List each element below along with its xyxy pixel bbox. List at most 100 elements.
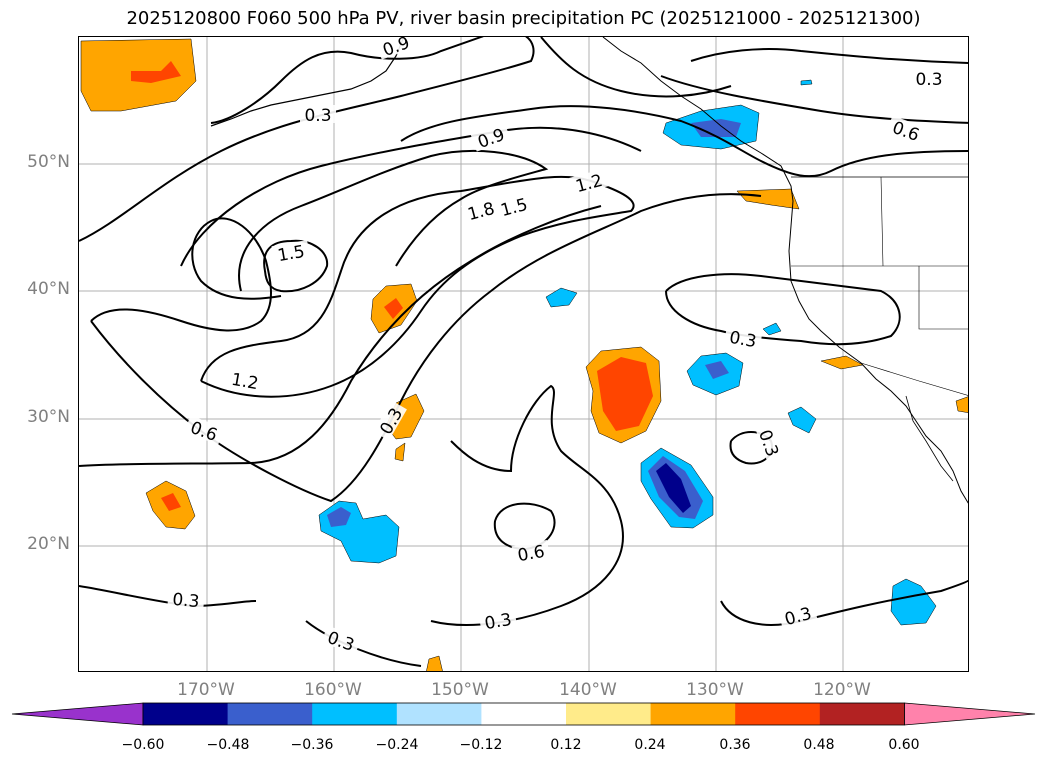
- alaska-panhandle: [602, 37, 968, 504]
- contour-label-bg: [723, 326, 763, 351]
- contour-label: 1.2: [574, 171, 605, 197]
- contour-label-bg: [375, 37, 416, 60]
- contour-label-bg: [271, 240, 311, 265]
- precip-patch-41n-140w: [545, 287, 578, 308]
- lat-label-50n: 50°N: [27, 152, 70, 172]
- pv-contour-line: [660, 75, 968, 124]
- lat-label-40n: 40°N: [27, 279, 70, 299]
- pv-contour-line: [720, 579, 968, 626]
- colorbar-extend-low: [11, 702, 144, 726]
- precip-shading: [80, 38, 968, 671]
- contour-label: 1.2: [230, 370, 260, 394]
- contour-label-bg: [778, 601, 818, 629]
- contour-label-bg: [300, 105, 336, 123]
- gridlines: [79, 37, 968, 671]
- pv-contour-line: [690, 48, 968, 64]
- contour-label-bg: [184, 415, 225, 445]
- colorbar-segment: [227, 703, 313, 725]
- colorbar-extend-high: [904, 702, 1036, 726]
- precip-patch-hawaii: [318, 500, 400, 564]
- colorbar-segment: [481, 703, 567, 725]
- precip-patch-26n-133w-core: [656, 463, 691, 513]
- lat-label-20n: 20°N: [27, 534, 70, 554]
- colorbar-segment: [143, 703, 229, 725]
- colorbar-tick: −0.12: [459, 737, 503, 753]
- precip-patch-40n-155w-core: [384, 298, 403, 319]
- colorbar-segment: [396, 703, 482, 725]
- colorbar-segment: [819, 703, 905, 725]
- coastlines: [210, 37, 968, 504]
- colorbar-tick: −0.60: [121, 737, 165, 753]
- lon-label-140w: 140°W: [559, 680, 617, 700]
- precip-patch-33n-115w: [955, 396, 968, 413]
- contour-label: 0.3: [483, 610, 513, 634]
- baja-california: [905, 395, 954, 482]
- colorbar-tick: −0.24: [375, 737, 419, 753]
- contour-label: 0.3: [915, 70, 942, 90]
- us-state-borders: [791, 176, 968, 396]
- contour-label: 0.6: [516, 542, 546, 566]
- precip-patch-hawaii-core: [327, 507, 351, 527]
- pv-contour-line: [263, 239, 329, 293]
- colorbar-tick: 0.12: [550, 737, 582, 753]
- precip-patch-33n-130w-core: [705, 361, 729, 379]
- precip-patch-27n-153w: [394, 442, 406, 462]
- contour-label-bg: [478, 608, 518, 633]
- contour-label: 0.3: [172, 590, 201, 612]
- pv-contour-line: [400, 105, 968, 178]
- lat-label-30n: 30°N: [27, 407, 70, 427]
- pv-contour-line: [90, 217, 282, 332]
- colorbar-segment: [735, 703, 821, 725]
- lon-label-130w: 130°W: [686, 680, 744, 700]
- pv-contour-line: [238, 149, 549, 292]
- precip-patch-29n-126w: [787, 406, 817, 434]
- colorbar-tick: 0.60: [888, 737, 920, 753]
- figure-title: 2025120800 F060 500 hPa PV, river basin …: [126, 8, 921, 29]
- contour-label: 0.9: [380, 37, 412, 61]
- contour-label-bg: [373, 400, 407, 441]
- precip-patch-55n-127w: [800, 79, 813, 86]
- pv-contour-line: [79, 37, 535, 242]
- lon-label-170w: 170°W: [177, 680, 235, 700]
- contour-label-bg: [569, 168, 609, 196]
- pv-contour-line: [305, 620, 422, 667]
- colorbar-tick: 0.36: [719, 737, 751, 753]
- precip-patch-ne-pacific-core: [131, 61, 181, 83]
- pv-contour-line: [200, 175, 635, 398]
- map-canvas: 0.30.9 0.61.8 1.51.21.51.20.60.30.30.30.60…: [79, 37, 968, 671]
- contour-label-bg: [321, 625, 362, 655]
- colorbar-tick: 0.48: [803, 737, 835, 753]
- colorbar-tick: −0.48: [206, 737, 250, 753]
- pv-contour-line: [79, 205, 602, 467]
- precip-patch-10n-149w: [426, 655, 443, 671]
- colorbar-segment: [650, 703, 736, 725]
- pv-contour-line: [665, 273, 901, 346]
- contour-label-bg: [886, 115, 927, 145]
- contour-label-bg: [225, 368, 265, 393]
- colorbar-border: [142, 702, 905, 726]
- aleutian-chain: [210, 38, 404, 127]
- pv-contour-line: [540, 37, 732, 98]
- precip-patch-16n-115w: [890, 578, 937, 626]
- precip-patch-35n-137w-core: [597, 357, 653, 431]
- contour-label-bg: [755, 422, 785, 463]
- colorbar-tick: 0.24: [634, 737, 666, 753]
- precip-patch-23n-172w-core: [161, 493, 181, 511]
- colorbar-segment: [312, 703, 398, 725]
- pv-contour-line: [430, 384, 624, 626]
- pv-contour-line: [180, 126, 642, 267]
- contour-label: 0.3: [728, 328, 758, 352]
- contour-label: 0.3: [304, 106, 331, 126]
- precip-patch-oregon: [736, 188, 800, 210]
- precip-patch-bc-coast-core: [691, 119, 741, 137]
- pv-contours: 0.30.9 0.61.8 1.51.21.51.20.60.30.30.30.60…: [79, 37, 968, 667]
- lon-label-160w: 160°W: [304, 680, 362, 700]
- colorbar-tick: −0.36: [290, 737, 334, 753]
- colorbar-segment: [566, 703, 652, 725]
- lon-label-120w: 120°W: [813, 680, 871, 700]
- contour-label-bg: [911, 69, 947, 87]
- contour-label: 0.3: [783, 604, 814, 630]
- lon-label-150w: 150°W: [431, 680, 489, 700]
- contour-label-bg: [167, 588, 205, 610]
- precip-patch-35n-122w: [820, 355, 864, 370]
